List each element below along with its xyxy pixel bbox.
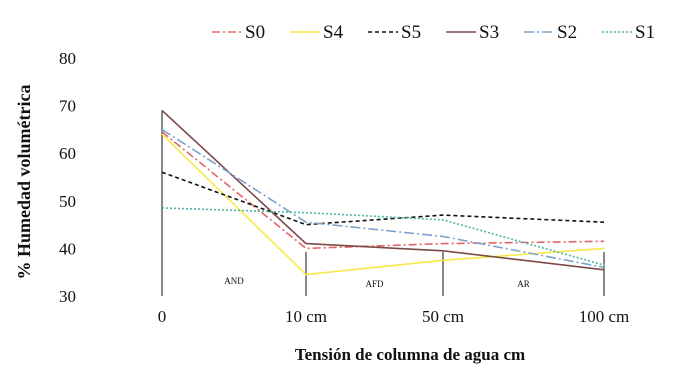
region-label: AND <box>224 276 244 286</box>
y-axis-ticks: 30 40 50 60 70 80 <box>59 49 76 306</box>
series-line-s4 <box>161 133 605 276</box>
legend-label: S0 <box>245 22 265 43</box>
x-axis-ticks: 0 10 cm 50 cm 100 cm <box>158 307 630 326</box>
region-labels: AND AFD AR <box>224 276 530 289</box>
series-line-s1 <box>161 207 605 266</box>
legend-label: S3 <box>479 22 499 43</box>
legend-label: S4 <box>323 22 344 43</box>
series-line-s5 <box>161 171 605 226</box>
y-tick-label: 70 <box>59 97 76 116</box>
y-tick-label: 60 <box>59 144 76 163</box>
y-axis-title: % Humedad volumétrica <box>14 85 34 280</box>
legend-label: S1 <box>635 22 655 43</box>
x-tick-label: 0 <box>158 307 167 326</box>
legend: S0 S4 S5 S3 S2 S1 <box>212 22 655 43</box>
x-axis-title: Tensión de columna de agua cm <box>295 345 525 364</box>
category-lines <box>161 110 605 296</box>
x-tick-label: 10 cm <box>285 307 327 326</box>
series-line-s3 <box>161 109 605 271</box>
series-lines <box>161 109 605 276</box>
series-line-s2 <box>161 128 605 269</box>
y-tick-label: 40 <box>59 239 76 258</box>
region-label: AFD <box>365 279 384 289</box>
y-tick-label: 30 <box>59 287 76 306</box>
y-tick-label: 50 <box>59 192 76 211</box>
y-tick-label: 80 <box>59 49 76 68</box>
x-tick-label: 50 cm <box>422 307 464 326</box>
legend-label: S5 <box>401 22 421 43</box>
region-label: AR <box>517 279 530 289</box>
legend-label: S2 <box>557 22 577 43</box>
x-tick-label: 100 cm <box>579 307 630 326</box>
